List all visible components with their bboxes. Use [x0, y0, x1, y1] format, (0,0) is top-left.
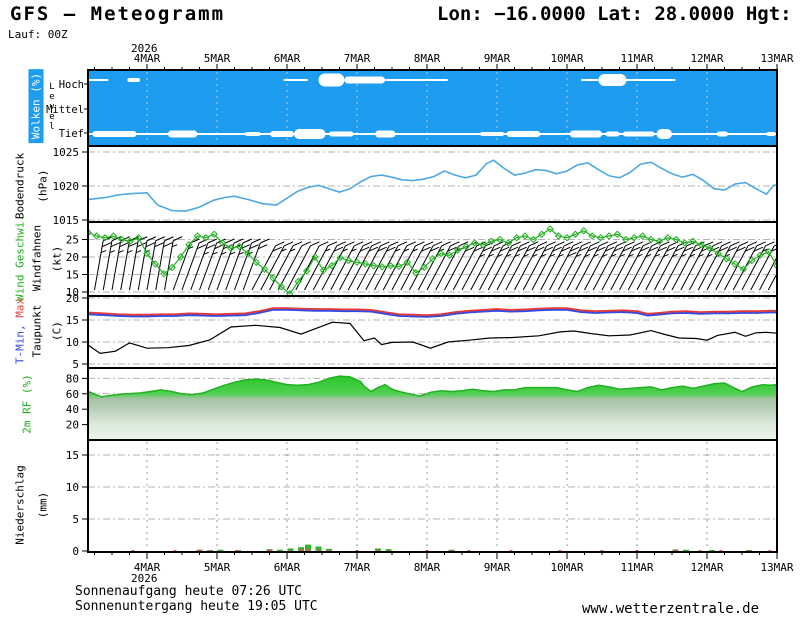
svg-text:4MAR: 4MAR — [134, 52, 161, 65]
svg-text:5MAR: 5MAR — [204, 52, 231, 65]
sunrise-text: Sonnenaufgang heute 07:26 UTC — [75, 584, 302, 599]
svg-text:80: 80 — [66, 372, 79, 385]
svg-text:9MAR: 9MAR — [484, 561, 511, 574]
svg-text:7MAR: 7MAR — [344, 561, 371, 574]
svg-text:5: 5 — [72, 358, 79, 371]
svg-text:5: 5 — [72, 513, 79, 526]
svg-text:9MAR: 9MAR — [484, 52, 511, 65]
svg-text:12MAR: 12MAR — [690, 561, 723, 574]
panel-label-tmax: Max — [13, 297, 27, 318]
svg-text:7MAR: 7MAR — [344, 52, 371, 65]
svg-text:1015: 1015 — [53, 214, 80, 227]
svg-text:13MAR: 13MAR — [760, 561, 793, 574]
panel-label-wind-speed: Wind Geschwi. — [13, 214, 27, 302]
coords-label: Lon: −16.0000 Lat: 28.0000 Hgt: — [437, 3, 792, 25]
svg-text:40: 40 — [66, 403, 79, 416]
svg-text:0: 0 — [72, 545, 79, 558]
svg-text:15: 15 — [66, 269, 79, 282]
svg-text:15: 15 — [66, 314, 79, 327]
svg-text:20: 20 — [66, 292, 79, 305]
svg-text:5MAR: 5MAR — [204, 561, 231, 574]
svg-text:10: 10 — [66, 286, 79, 299]
svg-text:13MAR: 13MAR — [760, 52, 793, 65]
svg-text:11MAR: 11MAR — [620, 561, 653, 574]
panel-label-temp: T-Min, Max — [14, 298, 27, 364]
bottom-axis-year: 2026 — [131, 572, 158, 585]
panel-unit-precip: (mm) — [36, 491, 50, 519]
svg-text:60: 60 — [66, 388, 79, 401]
run-label: Lauf: 00Z — [8, 28, 68, 41]
svg-text:20: 20 — [66, 419, 79, 432]
cloud-level-tief: Tief — [58, 128, 84, 140]
panel-label-precip: Niederschlag — [13, 465, 27, 545]
panel-label-wind-barbs: Windfahnen — [30, 224, 44, 292]
label-space — [14, 318, 27, 325]
svg-text:15: 15 — [66, 449, 79, 462]
page-title: GFS — Meteogramm — [10, 3, 226, 25]
svg-text:20: 20 — [66, 251, 79, 264]
panel-label-dewpoint: Taupunkt — [30, 304, 44, 358]
svg-text:10: 10 — [66, 481, 79, 494]
panel-unit-wind: (kt) — [50, 245, 64, 273]
cloud-level-mittel: Mittel — [46, 104, 84, 116]
svg-text:1020: 1020 — [53, 180, 80, 193]
panel-label-tmin: T-Min, — [13, 324, 27, 365]
panel-unit-temp: (C) — [50, 321, 64, 341]
svg-text:8MAR: 8MAR — [414, 52, 441, 65]
svg-text:1025: 1025 — [53, 146, 80, 159]
svg-text:4MAR: 4MAR — [134, 561, 161, 574]
svg-text:6MAR: 6MAR — [274, 52, 301, 65]
svg-text:8MAR: 8MAR — [414, 561, 441, 574]
website-text: www.wetterzentrale.de — [582, 601, 760, 617]
cloud-level-hoch: Hoch — [58, 79, 84, 91]
panel-label-pressure: Bodendruck — [13, 152, 27, 220]
svg-text:10: 10 — [66, 336, 79, 349]
panel-unit-pressure: (hPa) — [36, 169, 50, 203]
sunset-text: Sonnenuntergang heute 19:05 UTC — [75, 599, 318, 614]
svg-text:6MAR: 6MAR — [274, 561, 301, 574]
svg-text:11MAR: 11MAR — [620, 52, 653, 65]
svg-text:12MAR: 12MAR — [690, 52, 723, 65]
panel-label-clouds: Wolken (%) — [28, 68, 44, 144]
panel-label-rh: 2m RF (%) — [20, 374, 34, 434]
svg-text:10MAR: 10MAR — [550, 561, 583, 574]
svg-text:25: 25 — [66, 234, 79, 247]
svg-text:10MAR: 10MAR — [550, 52, 583, 65]
top-axis-year: 2026 — [131, 42, 158, 55]
clouds-level-axis: Level — [47, 82, 57, 132]
